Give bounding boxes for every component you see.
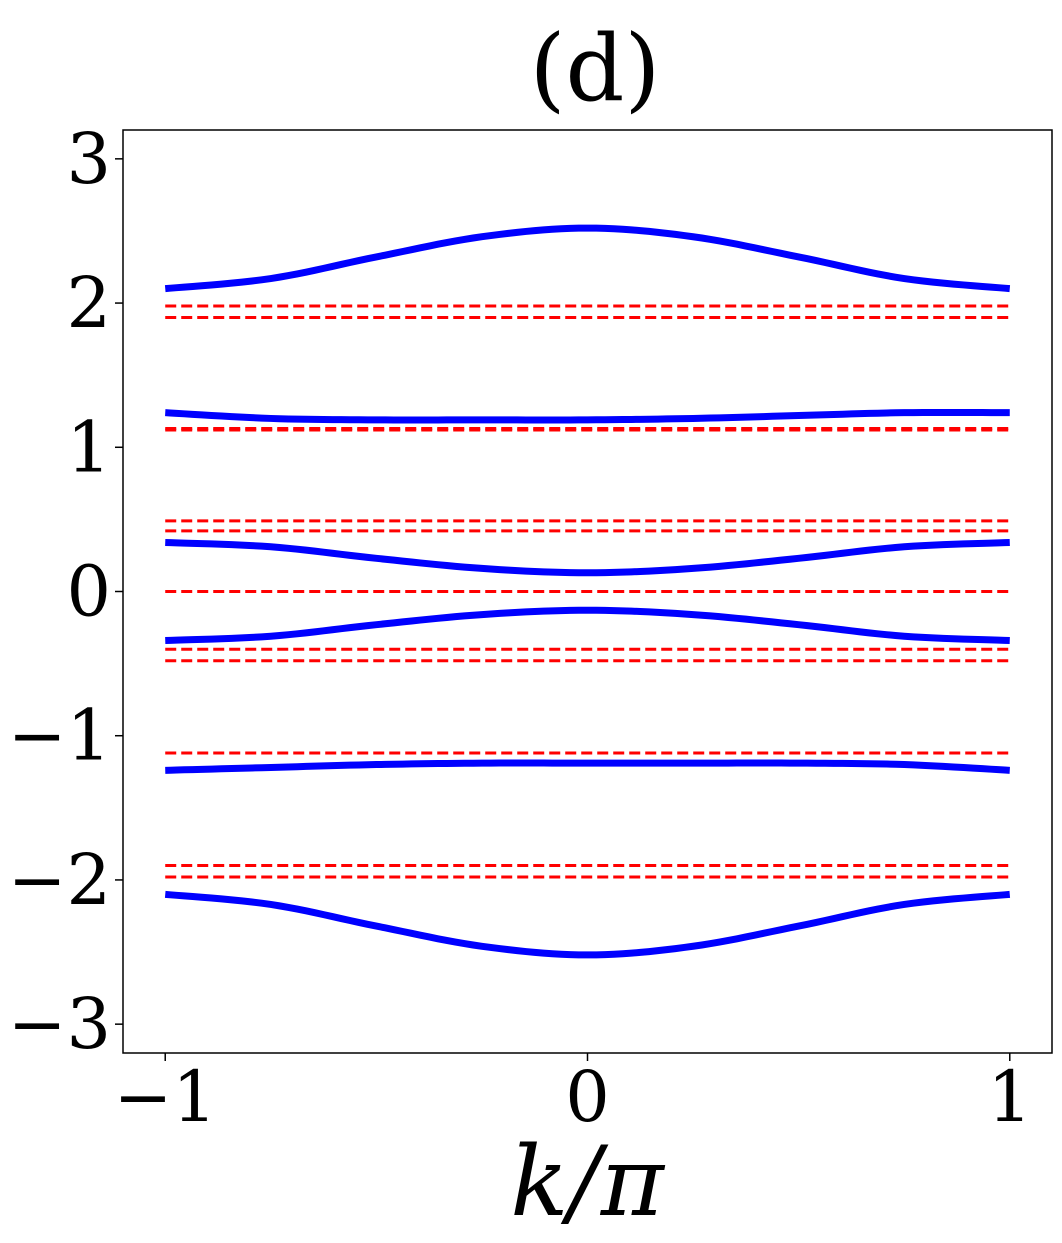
- band-line-2: [165, 408, 1010, 424]
- y-axis: 3 2 1 0 −1 −2 −3: [8, 118, 123, 1065]
- y-tick-label: 1: [66, 406, 111, 488]
- chart-title: (d): [530, 15, 661, 122]
- y-tick-label: 2: [66, 262, 111, 344]
- band-line-1: [164, 224, 1011, 293]
- y-tick-label: 0: [66, 551, 111, 633]
- x-tick-label: 1: [987, 1056, 1032, 1138]
- y-tick-label: −2: [8, 839, 111, 921]
- band-line-5: [165, 759, 1010, 774]
- y-tick-label: −3: [8, 983, 111, 1065]
- x-axis: −1 0 1: [114, 1053, 1032, 1138]
- x-axis-label: k/π: [510, 1126, 666, 1238]
- plot-area: [164, 224, 1011, 959]
- x-tick-label: −1: [114, 1056, 217, 1138]
- y-tick-label: 3: [66, 118, 111, 200]
- y-tick-label: −1: [8, 695, 111, 777]
- band-line-6: [164, 890, 1011, 959]
- x-tick-label: 0: [565, 1056, 610, 1138]
- band-line-4: [165, 606, 1010, 645]
- band-line-3: [165, 538, 1010, 577]
